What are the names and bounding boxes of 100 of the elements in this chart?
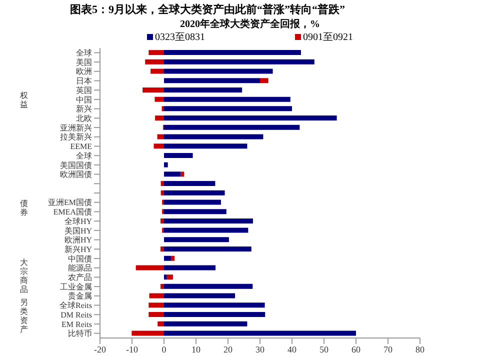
y-tick-label: 新兴HY [64, 244, 92, 254]
x-tick-label: 70 [384, 344, 393, 354]
bar [160, 246, 164, 252]
y-tick-label: 工业金属 [60, 282, 92, 292]
bar [166, 274, 173, 280]
bar [149, 293, 164, 298]
y-tick-label: 全球 [76, 48, 92, 58]
bar [164, 209, 226, 214]
text: 大宗商品 [20, 258, 29, 294]
bar [150, 68, 164, 74]
bar [148, 302, 164, 308]
bar [164, 190, 225, 196]
bar [164, 106, 292, 112]
bar [160, 284, 164, 289]
bar [164, 321, 248, 326]
y-tick-label: 英国 [76, 86, 92, 95]
bar [164, 87, 242, 92]
y-tick-label: 亚洲新兴 [60, 123, 92, 132]
legend-label: 0323至0831 [154, 31, 205, 44]
bar [164, 293, 236, 298]
y-tick-label: 全球 [76, 151, 92, 160]
y-tick-label: 拉美新兴 [60, 132, 92, 142]
bar [164, 78, 260, 84]
bar [260, 78, 268, 84]
y-tick-label: 美国 [76, 58, 92, 67]
bar [164, 68, 273, 74]
bar [160, 190, 164, 196]
bar [164, 59, 314, 64]
legend-label: 0901至0921 [302, 31, 353, 44]
bar [157, 134, 164, 140]
bar [164, 265, 216, 270]
bar [164, 228, 248, 233]
bar [164, 330, 356, 336]
y-tick-label: 农产品 [68, 273, 92, 282]
bar [155, 116, 164, 121]
x-tick-label: -20 [94, 344, 106, 354]
bar [164, 96, 290, 102]
bar [164, 172, 181, 177]
y-tick-label: 日本 [76, 76, 92, 86]
bar [164, 256, 172, 261]
y-tick-label: 中国债 [68, 254, 92, 264]
bar [154, 96, 164, 102]
bar [158, 321, 164, 326]
y-tick-label: 全球Reits [60, 301, 92, 310]
chart-subtitle: 2020年全球大类资产全回报，% [179, 18, 321, 31]
bar [180, 172, 184, 177]
bar [142, 87, 164, 92]
bar [164, 246, 252, 252]
bar [132, 330, 164, 336]
bar [164, 144, 248, 149]
x-tick-label: 0 [162, 344, 167, 354]
bar [164, 237, 229, 242]
bar [164, 134, 264, 140]
x-tick-label: 20 [224, 344, 233, 354]
y-tick-label: 美国国债 [60, 160, 92, 170]
x-tick-label: -10 [126, 344, 138, 354]
bar [148, 50, 164, 56]
chart-title: 图表5：9月以来，全球大类资产由此前“普涨”转向“普跌” [70, 2, 345, 17]
bar [148, 312, 164, 317]
y-tick-label: 能源品 [68, 264, 92, 273]
bar [164, 50, 301, 56]
y-tick-label: 比特币 [68, 329, 92, 338]
y-tick-label: EM Reits [62, 320, 92, 329]
bar [164, 274, 167, 280]
x-tick-label: 10 [192, 344, 201, 354]
bar [164, 116, 337, 121]
bar [164, 284, 253, 289]
x-tick-label: 50 [320, 344, 329, 354]
y-tick-label: 全球HY [64, 216, 92, 226]
bar [171, 256, 175, 261]
bar [164, 124, 300, 130]
bar [154, 144, 164, 149]
bar [160, 218, 164, 224]
y-tick-label: 新兴 [76, 104, 92, 114]
x-tick-label: 80 [416, 344, 425, 354]
bar [160, 181, 164, 186]
y-tick-label: 欧洲国债 [60, 170, 92, 180]
bar [164, 152, 193, 158]
bar [164, 181, 216, 186]
x-tick-label: 40 [288, 344, 297, 354]
bar [164, 162, 168, 168]
y-tick-label: 中国 [76, 95, 92, 104]
x-tick-label: 60 [352, 344, 361, 354]
y-tick-label: 贵金属 [68, 292, 92, 301]
x-tick-label: 30 [256, 344, 265, 354]
text: 另类资产 [20, 298, 29, 334]
bar [164, 312, 266, 317]
text: 权益 [20, 91, 29, 109]
y-tick-label: DM Reits [60, 310, 92, 320]
y-tick-label: EEME [70, 142, 92, 152]
bar [164, 302, 265, 308]
y-tick-label: 美国HY [64, 226, 92, 236]
bar [145, 59, 164, 64]
bar [136, 265, 164, 270]
y-tick-label: 欧洲HY [64, 236, 92, 245]
bar [164, 200, 221, 205]
y-tick-label: 欧洲 [76, 67, 92, 76]
bar [164, 218, 253, 224]
y-tick-label: 亚洲EM国债 [48, 198, 92, 208]
y-tick-label: 北欧 [76, 114, 92, 123]
